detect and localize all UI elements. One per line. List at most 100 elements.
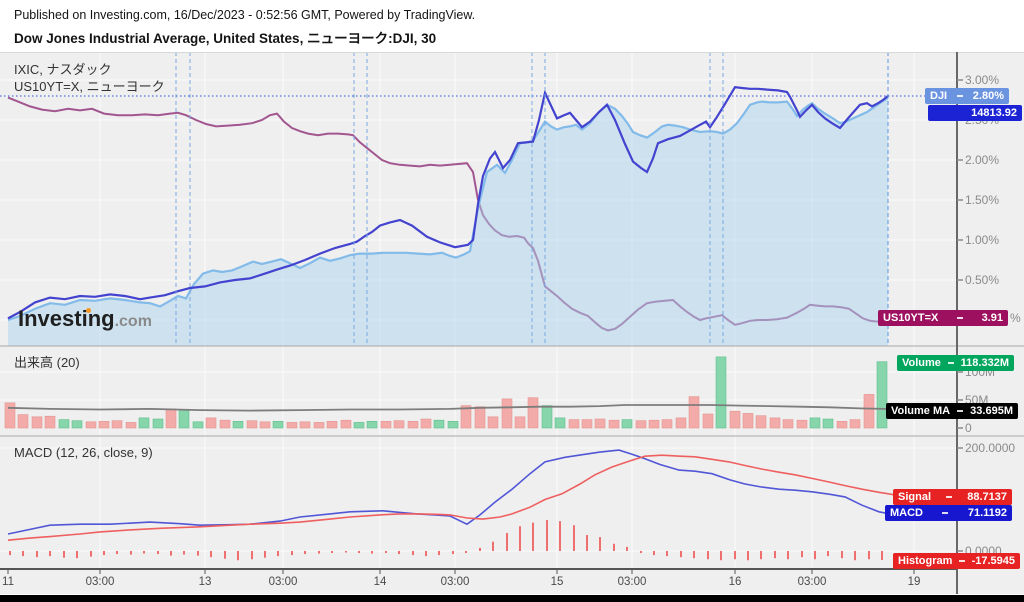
volume-bar <box>474 406 486 429</box>
published-line: Published on Investing.com, 16/Dec/2023 … <box>14 8 476 22</box>
volume-bar <box>554 417 566 429</box>
volume-bar <box>219 419 231 429</box>
volume-bar <box>71 420 83 429</box>
chart-title: Dow Jones Industrial Average, United Sta… <box>14 31 437 46</box>
signal-label-name: Signal <box>898 491 932 503</box>
volume-bar <box>836 420 848 429</box>
axis-pointer-tick-icon <box>956 95 963 97</box>
volume-label-name: Volume <box>902 357 941 369</box>
time-axis-label[interactable]: 03:00 <box>617 576 647 588</box>
main-panel-legend: IXIC, ナスダック US10YT=X, ニューヨーク <box>14 61 165 95</box>
volume-ma-scale-label: Volume MA 33.695M <box>886 403 1018 419</box>
time-axis-label[interactable]: 13 <box>198 576 212 588</box>
volume-bar <box>568 419 580 429</box>
volume-ma-line <box>7 404 898 412</box>
volume-label-value: 118.332M <box>960 357 1009 369</box>
volume-bar <box>152 418 164 429</box>
volume-bar <box>514 416 526 429</box>
volume-bar <box>98 420 110 429</box>
watermark-orange-dot-icon <box>86 308 91 313</box>
volume-bar <box>863 394 875 429</box>
volume-bar <box>17 414 29 429</box>
axis-pointer-tick-icon <box>942 512 949 514</box>
legend-volume: 出来高 (20) <box>14 355 80 370</box>
dji-change-scale-label: DJI 2.80% <box>925 88 1009 104</box>
volume-bar <box>675 417 687 429</box>
time-axis-label[interactable]: 16 <box>728 576 742 588</box>
volume-bar <box>849 419 861 429</box>
time-axis-label[interactable]: 15 <box>550 576 564 588</box>
volume-bar <box>608 419 620 429</box>
signal-line <box>7 454 946 541</box>
volume-bar <box>4 402 16 429</box>
volume-bar <box>259 421 271 429</box>
volume-bar <box>755 415 767 429</box>
time-axis-label[interactable]: 19 <box>907 576 921 588</box>
volume-bar <box>661 419 673 429</box>
axis-pointer-tick-icon <box>956 317 963 319</box>
volume-bar <box>125 422 137 429</box>
histogram-scale-label: Histogram -17.5945 <box>893 553 1020 569</box>
volume-bar <box>44 415 56 429</box>
time-axis-label[interactable]: 03:00 <box>797 576 827 588</box>
volume-bar <box>192 421 204 429</box>
volume-bar <box>688 396 700 429</box>
time-axis-label[interactable]: 03:00 <box>440 576 470 588</box>
volume-bar <box>393 420 405 429</box>
time-axis-label[interactable]: 11 <box>2 576 14 588</box>
volume-bar <box>527 397 539 429</box>
volume_ma-label-value: 33.695M <box>970 405 1013 417</box>
legend-us10yt: US10YT=X, ニューヨーク <box>14 79 165 94</box>
time-axis-label[interactable]: 03:00 <box>85 576 115 588</box>
price-axis-tick-label: 0.50% <box>965 273 1000 287</box>
ixic-area <box>8 97 888 346</box>
volume-bar <box>232 420 244 429</box>
volume-bar <box>594 418 606 429</box>
time-axis-label[interactable]: 03:00 <box>268 576 298 588</box>
volume-bar <box>353 422 365 429</box>
volume-bar <box>729 410 741 429</box>
time-axis-label[interactable]: 14 <box>373 576 387 588</box>
volume-bar <box>487 416 499 429</box>
investing-watermark: Investing.com <box>18 306 152 332</box>
volume-bar <box>715 356 727 429</box>
volume-bar <box>299 421 311 429</box>
ixic-line <box>7 96 889 322</box>
volume-bar <box>822 418 834 429</box>
volume-bar <box>648 419 660 429</box>
axis-pointer-tick-icon <box>946 496 953 498</box>
histogram-label-value: -17.5945 <box>971 555 1015 567</box>
volume-bar <box>742 413 754 429</box>
price-axis-tick-label: 1.00% <box>965 233 1000 247</box>
signal-label-value: 88.7137 <box>967 491 1007 503</box>
volume-bar <box>876 361 888 429</box>
volume-bar <box>621 419 633 429</box>
volume-bar <box>178 409 190 429</box>
volume-bar <box>313 422 325 429</box>
axis-pointer-tick-icon <box>957 410 964 412</box>
volume-bar <box>31 416 43 429</box>
volume-bar <box>501 398 513 429</box>
price-axis-tick-label: 1.50% <box>965 193 1000 207</box>
watermark-text: Investing <box>18 306 115 331</box>
volume-bar <box>460 405 472 429</box>
volume-bar <box>111 420 123 429</box>
volume-scale-label: Volume 118.332M <box>897 355 1014 371</box>
macd-label-value: 71.1192 <box>967 507 1007 519</box>
volume-bar <box>326 420 338 429</box>
volume-bar <box>809 417 821 429</box>
volume-bar <box>366 420 378 429</box>
chart-plot[interactable] <box>0 52 1024 594</box>
volume-bar <box>796 419 808 429</box>
volume_ma-label-name: Volume MA <box>891 405 951 417</box>
macd-line <box>7 449 939 535</box>
plot-background <box>0 52 1024 594</box>
volume-bar <box>165 408 177 429</box>
dji_change-label-name: DJI <box>930 90 948 102</box>
volume-bar <box>340 419 352 429</box>
volume-bar <box>635 420 647 429</box>
volume-axis-tick-label: 0 <box>965 420 972 435</box>
volume-bar <box>407 420 419 429</box>
legend-macd: MACD (12, 26, close, 9) <box>14 445 153 460</box>
volume-bar <box>581 419 593 429</box>
